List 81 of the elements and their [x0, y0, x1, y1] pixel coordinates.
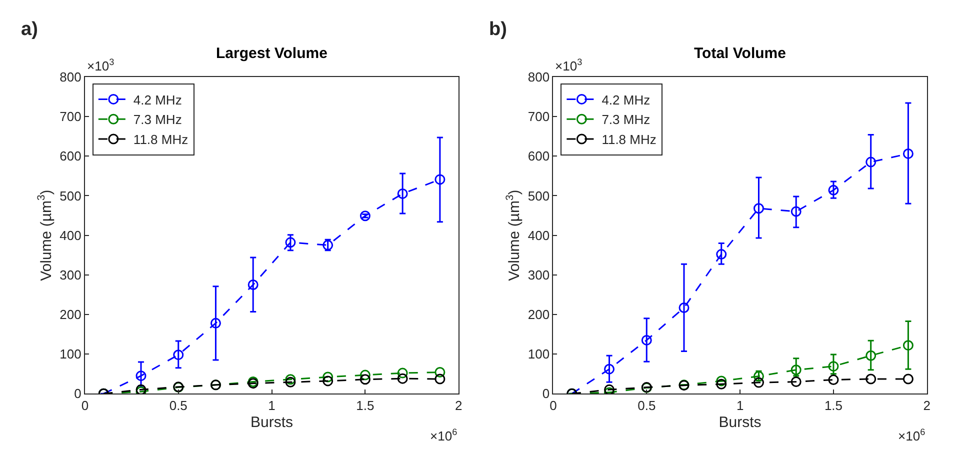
point	[902, 374, 914, 384]
point	[678, 302, 690, 313]
point	[397, 368, 408, 378]
point	[360, 370, 370, 380]
point	[716, 249, 727, 260]
point	[248, 280, 258, 290]
x-tick-label: 1	[736, 398, 744, 414]
text: ×10$^{3}$	[87, 57, 114, 74]
x-tick-label: 1	[268, 398, 276, 414]
text: b)	[489, 19, 507, 40]
y-tick-label: 800	[60, 69, 82, 84]
y-tick-label: 800	[528, 69, 550, 84]
y-tick-label: 600	[60, 148, 82, 164]
text: a)	[21, 19, 38, 40]
point	[866, 350, 876, 361]
chart-title: Total Volume	[694, 45, 786, 62]
point	[434, 367, 446, 378]
point	[790, 206, 802, 217]
point	[360, 210, 370, 222]
legend-label: 4.2 MHz	[602, 92, 650, 108]
point	[397, 373, 408, 384]
y-tick-label: 700	[528, 109, 550, 124]
point	[641, 334, 652, 346]
point	[790, 376, 802, 388]
point	[434, 174, 446, 185]
point	[716, 376, 727, 386]
point	[604, 384, 615, 394]
point	[866, 374, 876, 384]
point	[604, 364, 615, 374]
point	[285, 374, 296, 385]
y-tick-label: 400	[528, 228, 550, 243]
y-tick-label: 600	[528, 148, 550, 164]
y-tick-label: 100	[528, 346, 550, 362]
y-tick-label: 300	[528, 267, 550, 282]
point	[828, 184, 839, 196]
point	[397, 188, 408, 199]
point	[173, 350, 184, 360]
x-tick-label: 2	[455, 398, 462, 414]
point	[866, 156, 876, 168]
y-tick-label: 0	[542, 386, 550, 402]
x-tick-label: 1.5	[824, 398, 843, 414]
point	[902, 340, 914, 351]
x-axis-title: Bursts	[718, 414, 762, 432]
chart-title: Largest Volume	[216, 45, 328, 62]
point	[716, 378, 727, 390]
text: ×10$^{3}$	[555, 57, 582, 74]
y-tick-label: 100	[60, 346, 82, 362]
legend-label: 11.8 MHz	[133, 132, 188, 148]
point	[753, 203, 764, 214]
y-tick-label: 500	[528, 188, 550, 204]
point	[285, 376, 296, 388]
point	[828, 361, 839, 372]
legend-label: 7.3 MHz	[133, 112, 182, 128]
y-tick-label: 200	[528, 307, 550, 322]
text: ×10$^{6}$	[430, 427, 458, 444]
legend-label: 7.3 MHz	[602, 112, 650, 128]
point	[434, 374, 446, 384]
x-tick-label: 1.5	[356, 398, 374, 414]
y-tick-label: 400	[60, 228, 82, 243]
y-tick-label: 700	[60, 109, 82, 124]
x-tick-label: 2	[923, 398, 931, 414]
x-tick-label: 0.5	[169, 398, 188, 414]
point	[902, 148, 914, 159]
y-tick-label: 200	[60, 307, 82, 322]
point	[828, 374, 839, 386]
legend-label: 11.8 MHz	[602, 132, 656, 148]
point	[790, 364, 802, 376]
point	[322, 376, 334, 386]
y-tick-label: 500	[60, 188, 82, 204]
legend-label: 4.2 MHz	[133, 92, 182, 108]
point	[136, 370, 146, 382]
point	[753, 377, 764, 388]
point	[285, 237, 296, 248]
text: ×10$^{6}$	[898, 427, 926, 444]
point	[322, 372, 334, 382]
y-tick-label: 0	[74, 386, 82, 402]
point	[360, 374, 370, 385]
point	[210, 318, 221, 328]
x-tick-label: 0.5	[638, 398, 656, 414]
y-tick-label: 300	[60, 267, 82, 282]
x-axis-title: Bursts	[250, 414, 294, 432]
